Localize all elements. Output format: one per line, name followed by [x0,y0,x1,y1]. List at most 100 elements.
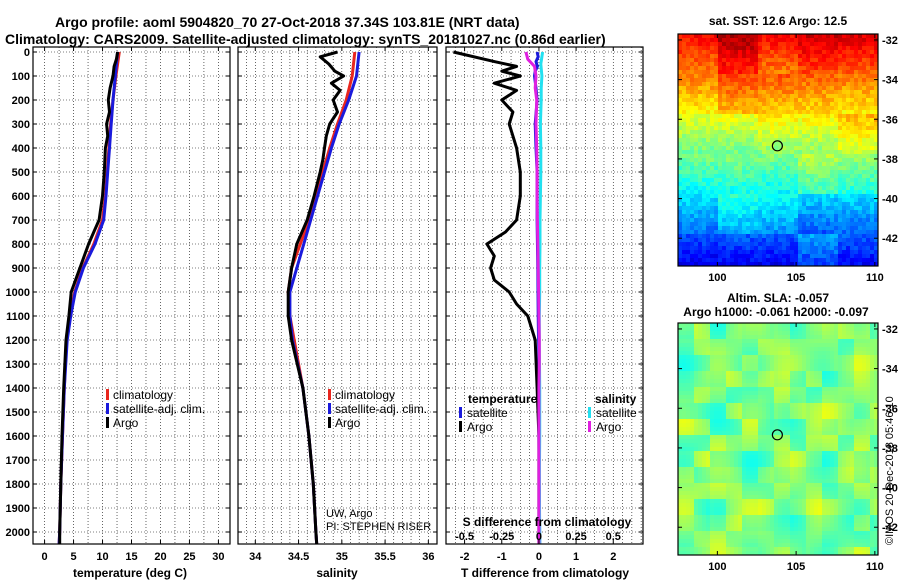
map-cell [838,210,843,215]
map-cell [874,154,879,159]
map-cell [826,182,831,187]
map-cell [826,54,831,59]
map-cell [814,371,819,376]
map-cell [710,447,715,452]
map-cell [774,150,779,155]
map-cell [786,383,791,388]
map-cell [834,238,839,243]
map-cell [710,66,715,71]
map-cell [714,391,719,396]
map-cell [838,182,843,187]
map-cell [818,431,823,436]
map-cell [722,323,727,328]
map-cell [742,182,747,187]
map-cell [862,190,867,195]
map-cell [730,335,735,340]
map-cell [678,70,683,75]
map-cell [858,399,863,404]
map-cell [854,403,859,408]
map-cell [790,122,795,127]
map-cell [730,182,735,187]
map-cell [814,198,819,203]
map-cell [706,102,711,107]
map-cell [850,110,855,115]
map-cell [802,142,807,147]
map-cell [754,94,759,99]
map-cell [706,146,711,151]
map-cell [854,54,859,59]
map-cell [794,443,799,448]
map-cell [802,62,807,67]
map-cell [706,234,711,239]
map-cell [826,367,831,372]
map-cell [842,154,847,159]
map-cell [754,399,759,404]
map-cell [750,110,755,115]
map-cell [690,206,695,211]
map-cell [722,42,727,47]
map-cell [686,154,691,159]
map-cell [874,46,879,51]
map-cell [742,447,747,452]
map-cell [730,343,735,348]
map-cell [778,198,783,203]
map-cell [774,451,779,456]
map-cell [838,130,843,135]
map-cell [722,210,727,215]
map-cell [770,343,775,348]
map-cell [722,78,727,83]
map-cell [770,327,775,332]
map-cell [694,407,699,412]
map-cell [830,431,835,436]
map-cell [738,222,743,227]
map-cell [678,134,683,139]
map-cell [846,359,851,364]
map-cell [802,339,807,344]
map-cell [774,182,779,187]
map-cell [754,178,759,183]
map-cell [762,375,767,380]
map-cell [754,246,759,251]
map-cell [850,206,855,211]
map-cell [850,355,855,360]
map-cell [754,238,759,243]
map-cell [738,82,743,87]
map-cell [786,443,791,448]
map-cell [678,427,683,432]
map-cell [806,170,811,175]
map-cell [806,94,811,99]
map-cell [682,154,687,159]
map-cell [782,146,787,151]
map-cell [722,222,727,227]
map-cell [762,355,767,360]
map-cell [762,34,767,39]
map-cell [702,238,707,243]
map-cell [766,46,771,51]
map-cell [710,431,715,436]
map-cell [682,351,687,356]
map-cell [682,190,687,195]
map-cell [806,254,811,259]
map-cell [770,323,775,328]
map-cell [842,198,847,203]
map-cell [798,146,803,151]
map-cell [690,431,695,436]
map-cell [710,242,715,247]
map-cell [802,250,807,255]
map-cell [786,122,791,127]
map-cell [698,82,703,87]
map-cell [706,210,711,215]
map-cell [738,327,743,332]
map-cell [746,359,751,364]
map-cell [714,66,719,71]
series-climatology [286,51,357,545]
map-cell [730,78,735,83]
map-cell [870,451,875,456]
map-cell [794,186,799,191]
map-cell [710,114,715,119]
map-cell [810,198,815,203]
map-cell [842,367,847,372]
map-cell [774,170,779,175]
map-cell [762,102,767,107]
map-cell [834,411,839,416]
